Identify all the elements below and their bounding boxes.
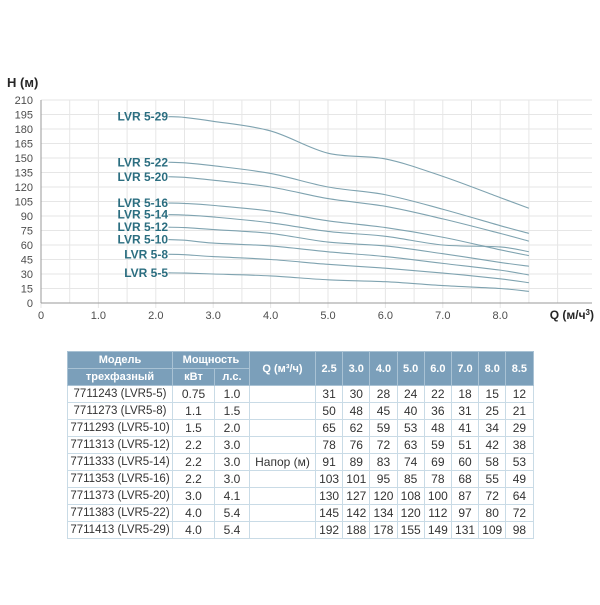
svg-text:120: 120 bbox=[15, 182, 33, 194]
svg-text:45: 45 bbox=[21, 255, 33, 267]
svg-text:180: 180 bbox=[15, 124, 33, 136]
svg-text:150: 150 bbox=[15, 153, 33, 165]
svg-text:75: 75 bbox=[21, 226, 33, 238]
svg-text:LVR 5-20: LVR 5-20 bbox=[118, 170, 169, 184]
svg-text:LVR 5-22: LVR 5-22 bbox=[118, 155, 169, 169]
svg-text:8.0: 8.0 bbox=[493, 310, 508, 322]
svg-text:Q (м/ч3): Q (м/ч3) bbox=[550, 308, 594, 323]
svg-text:2.0: 2.0 bbox=[148, 310, 163, 322]
svg-text:LVR 5-5: LVR 5-5 bbox=[124, 266, 168, 280]
svg-text:30: 30 bbox=[21, 269, 33, 281]
svg-text:15: 15 bbox=[21, 284, 33, 296]
svg-text:195: 195 bbox=[15, 110, 33, 122]
svg-text:90: 90 bbox=[21, 211, 33, 223]
svg-text:105: 105 bbox=[15, 197, 33, 209]
svg-text:LVR 5-8: LVR 5-8 bbox=[124, 247, 168, 261]
svg-text:LVR 5-29: LVR 5-29 bbox=[118, 110, 169, 124]
svg-text:210: 210 bbox=[15, 95, 33, 107]
svg-text:7.0: 7.0 bbox=[435, 310, 450, 322]
svg-text:60: 60 bbox=[21, 240, 33, 252]
svg-text:135: 135 bbox=[15, 168, 33, 180]
svg-text:0: 0 bbox=[27, 298, 33, 310]
svg-text:165: 165 bbox=[15, 139, 33, 151]
svg-text:3.0: 3.0 bbox=[206, 310, 221, 322]
svg-text:0: 0 bbox=[38, 310, 44, 322]
svg-text:1.0: 1.0 bbox=[91, 310, 106, 322]
svg-text:4.0: 4.0 bbox=[263, 310, 278, 322]
svg-text:6.0: 6.0 bbox=[378, 310, 393, 322]
svg-text:5.0: 5.0 bbox=[320, 310, 335, 322]
svg-text:H (м): H (м) bbox=[7, 75, 38, 90]
svg-text:LVR 5-10: LVR 5-10 bbox=[118, 233, 169, 247]
